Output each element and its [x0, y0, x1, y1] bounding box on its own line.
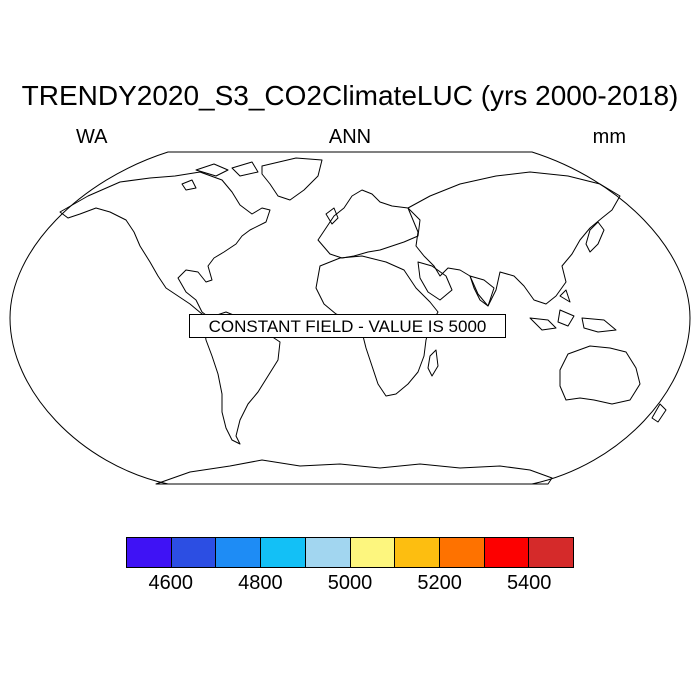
constant-field-notice: CONSTANT FIELD - VALUE IS 5000 [189, 314, 506, 338]
colorbar-swatch [216, 538, 262, 567]
colorbar-swatch [261, 538, 306, 567]
australia-coastline [559, 345, 641, 405]
colorbar-tick-label: 5200 [417, 572, 462, 594]
colorbar-tick-label: 5400 [506, 572, 552, 594]
map-title: TRENDY2020_S3_CO2ClimateLUC (yrs 2000-20… [21, 80, 679, 111]
british-isles-coastline [325, 207, 339, 225]
arctic-islands-coastline [181, 161, 259, 191]
arabia-coastline [417, 261, 453, 301]
colorbar-tick-label: 4800 [238, 572, 283, 594]
asia-coastline [407, 171, 621, 307]
colorbar-tick-label: 5000 [327, 572, 373, 594]
colorbar-swatch [127, 538, 172, 567]
colorbar-tick-labels: 4600 4800 5000 5200 5400 [0, 572, 700, 602]
greenland-coastline [261, 157, 323, 201]
antarctica-coastline [155, 459, 553, 485]
colorbar-tick-label: 4600 [148, 572, 194, 594]
colorbar-swatch [484, 538, 530, 567]
colorbar-swatch [350, 538, 396, 567]
season-label: ANN [328, 126, 372, 148]
colorbar-swatch [305, 538, 351, 567]
colorbar-swatch [529, 538, 574, 567]
japan-coastline [585, 221, 605, 253]
colorbar-swatch [171, 538, 217, 567]
colorbar-swatch [439, 538, 485, 567]
colorbar [126, 537, 574, 568]
variable-label: WA [76, 126, 108, 148]
units-label: mm [592, 126, 626, 148]
madagascar-coastline [427, 349, 439, 377]
north-america-coastline [59, 171, 271, 319]
europe-coastline [317, 189, 421, 259]
se-asia-islands-coastline [529, 289, 617, 333]
colorbar-swatch [395, 538, 440, 567]
new-zealand-coastline [651, 403, 667, 423]
india-coastline [469, 275, 495, 307]
